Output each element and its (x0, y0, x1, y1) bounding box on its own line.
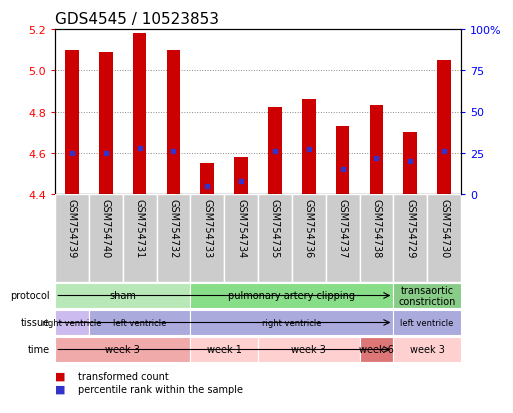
FancyBboxPatch shape (89, 195, 123, 282)
Text: transaortic
constriction: transaortic constriction (399, 285, 456, 306)
FancyBboxPatch shape (258, 337, 360, 362)
Bar (268, 108, 282, 195)
FancyBboxPatch shape (55, 195, 89, 282)
FancyBboxPatch shape (190, 337, 258, 362)
FancyBboxPatch shape (258, 195, 292, 282)
FancyBboxPatch shape (123, 195, 156, 282)
Text: GSM754737: GSM754737 (338, 199, 348, 258)
Bar (234, 157, 248, 195)
Text: time: time (28, 345, 50, 355)
Bar (167, 50, 180, 195)
Text: sham: sham (109, 291, 136, 301)
Text: GSM754736: GSM754736 (304, 199, 314, 258)
Text: GSM754729: GSM754729 (405, 199, 415, 258)
FancyBboxPatch shape (156, 195, 190, 282)
FancyBboxPatch shape (360, 195, 393, 282)
Bar (201, 164, 214, 195)
FancyBboxPatch shape (393, 337, 461, 362)
Text: week 3: week 3 (291, 345, 326, 355)
Text: GSM754734: GSM754734 (236, 199, 246, 258)
Bar (133, 34, 146, 195)
Text: percentile rank within the sample: percentile rank within the sample (78, 384, 243, 394)
FancyBboxPatch shape (292, 195, 326, 282)
Text: protocol: protocol (10, 291, 50, 301)
FancyBboxPatch shape (393, 310, 461, 335)
Bar (302, 100, 315, 195)
Text: GSM754731: GSM754731 (134, 199, 145, 258)
Text: ■: ■ (55, 371, 66, 381)
Text: GSM754730: GSM754730 (439, 199, 449, 258)
Text: week 3: week 3 (410, 345, 445, 355)
Text: left ventricle: left ventricle (401, 318, 454, 327)
Text: GSM754732: GSM754732 (168, 199, 179, 258)
Text: GDS4545 / 10523853: GDS4545 / 10523853 (55, 12, 219, 27)
Bar (99, 52, 112, 195)
Text: GSM754738: GSM754738 (371, 199, 382, 258)
FancyBboxPatch shape (190, 283, 393, 309)
FancyBboxPatch shape (393, 195, 427, 282)
FancyBboxPatch shape (360, 337, 393, 362)
Text: GSM754739: GSM754739 (67, 199, 77, 258)
Bar (437, 61, 451, 195)
Bar (370, 106, 383, 195)
FancyBboxPatch shape (393, 283, 461, 309)
Text: GSM754740: GSM754740 (101, 199, 111, 258)
Text: GSM754735: GSM754735 (270, 199, 280, 258)
Text: pulmonary artery clipping: pulmonary artery clipping (228, 291, 356, 301)
Text: right ventricle: right ventricle (42, 318, 102, 327)
Text: week 6: week 6 (359, 345, 394, 355)
Text: transformed count: transformed count (78, 371, 169, 381)
Text: left ventricle: left ventricle (113, 318, 166, 327)
FancyBboxPatch shape (190, 195, 224, 282)
FancyBboxPatch shape (89, 310, 190, 335)
Bar (65, 50, 78, 195)
Text: ■: ■ (55, 384, 66, 394)
FancyBboxPatch shape (55, 283, 190, 309)
Text: GSM754733: GSM754733 (202, 199, 212, 258)
Text: week 3: week 3 (105, 345, 140, 355)
Text: tissue: tissue (21, 318, 50, 328)
Bar (404, 133, 417, 195)
FancyBboxPatch shape (427, 195, 461, 282)
FancyBboxPatch shape (55, 310, 89, 335)
FancyBboxPatch shape (55, 337, 190, 362)
FancyBboxPatch shape (224, 195, 258, 282)
Text: week 1: week 1 (207, 345, 242, 355)
Text: right ventricle: right ventricle (262, 318, 322, 327)
FancyBboxPatch shape (326, 195, 360, 282)
Bar (336, 127, 349, 195)
FancyBboxPatch shape (190, 310, 393, 335)
